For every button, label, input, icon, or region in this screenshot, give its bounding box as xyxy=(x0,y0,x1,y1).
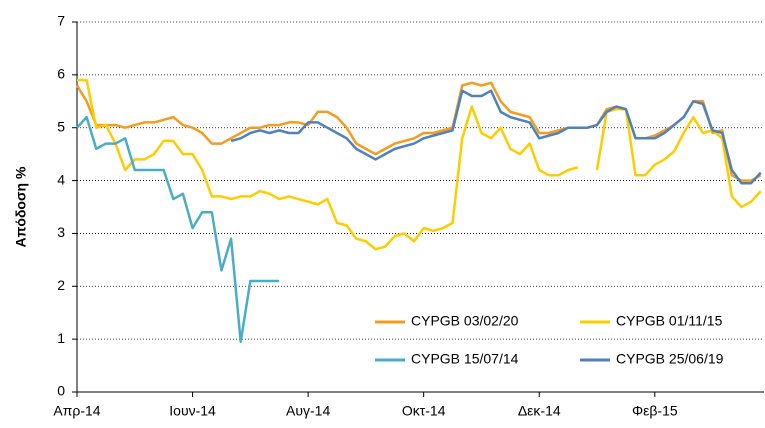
series-line xyxy=(77,78,762,251)
series-line xyxy=(76,115,280,344)
series-line xyxy=(75,81,762,182)
x-tick-label: Απρ-14 xyxy=(53,403,100,419)
legend-label: CYPGB 01/11/15 xyxy=(616,313,723,329)
x-tick-label: Αυγ-14 xyxy=(286,403,330,419)
y-tick-label: 3 xyxy=(57,224,65,240)
legend-label: CYPGB 25/06/19 xyxy=(616,351,724,367)
legend-label: CYPGB 15/07/14 xyxy=(411,351,519,367)
x-tick-label: Ιουν-14 xyxy=(169,403,216,419)
x-tick-label: Φεβ-15 xyxy=(632,403,678,419)
y-tick-label: 5 xyxy=(57,118,65,134)
series-line xyxy=(230,89,762,185)
y-tick-label: 4 xyxy=(57,171,65,187)
legend-label: CYPGB 03/02/20 xyxy=(411,313,519,329)
x-tick-label: Οκτ-14 xyxy=(402,403,446,419)
y-tick-label: 2 xyxy=(57,277,65,293)
y-tick-label: 0 xyxy=(57,383,65,399)
y-tick-label: 7 xyxy=(57,13,65,29)
y-axis-label: Απόδοση % xyxy=(13,166,29,247)
y-tick-label: 6 xyxy=(57,66,65,82)
y-tick-label: 1 xyxy=(57,330,65,346)
x-tick-label: Δεκ-14 xyxy=(518,403,561,419)
